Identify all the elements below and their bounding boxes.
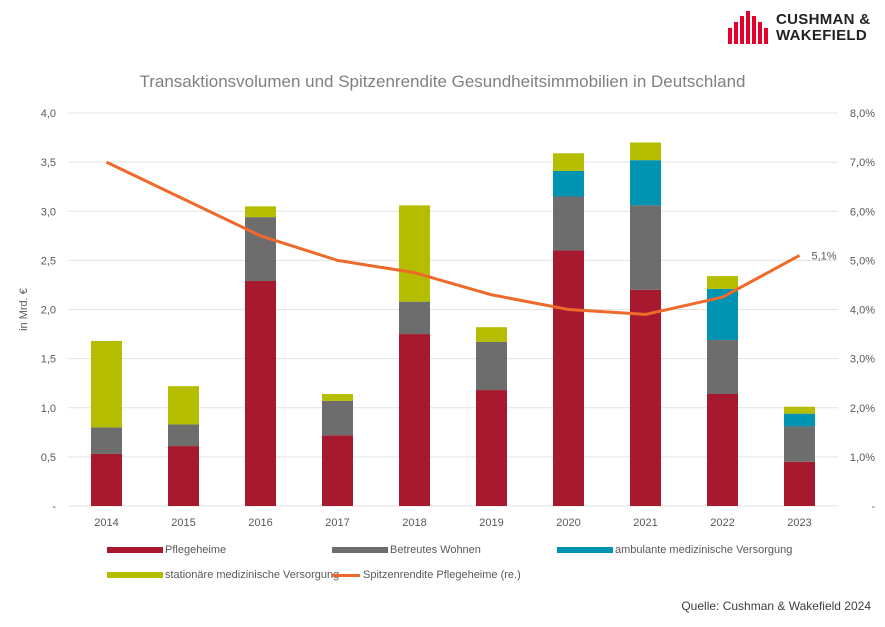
bar-segment [322, 435, 353, 506]
bar-segment [399, 205, 430, 302]
x-tick-label: 2020 [556, 517, 580, 529]
bar-segment [707, 276, 738, 289]
y-tick-label: 2,0 [41, 305, 56, 317]
bar-segment [399, 301, 430, 335]
brand-line-2: WAKEFIELD [776, 27, 868, 44]
y2-tick-label: - [871, 501, 875, 513]
source-note: Quelle: Cushman & Wakefield 2024 [681, 599, 871, 613]
bar-segment [168, 386, 199, 425]
y-tick-label: 3,0 [41, 206, 56, 218]
x-tick-label: 2016 [248, 517, 272, 529]
bar-segment [630, 142, 661, 161]
y2-tick-label: 1,0% [850, 452, 875, 464]
bar-segment [784, 413, 815, 427]
y-tick-label: 4,0 [41, 108, 56, 120]
y-tick-label: - [52, 501, 56, 513]
bar-segment [784, 406, 815, 414]
y-tick-label: 0,5 [41, 452, 56, 464]
y2-tick-label: 7,0% [850, 157, 875, 169]
y2-tick-label: 6,0% [850, 206, 875, 218]
bar-segment [322, 393, 353, 401]
x-tick-label: 2019 [479, 517, 503, 529]
bar-segment [322, 400, 353, 436]
y-tick-label: 1,0 [41, 403, 56, 415]
bar-segment [553, 250, 584, 506]
bar-segment [784, 426, 815, 462]
y2-tick-label: 8,0% [850, 108, 875, 120]
chart-title: Transaktionsvolumen und Spitzenrendite G… [139, 72, 746, 91]
bar-segment [553, 196, 584, 251]
x-tick-label: 2021 [633, 517, 657, 529]
brand-wordmark: CUSHMAN & WAKEFIELD [776, 12, 870, 44]
bar-segment [91, 427, 122, 454]
bar-segment [245, 217, 276, 282]
bar-segment [553, 170, 584, 197]
brand-logo-icon [728, 11, 768, 44]
bar-segment [707, 393, 738, 506]
y2-tick-label: 5,0% [850, 255, 875, 267]
bar-segment [168, 446, 199, 506]
bar-segment [476, 327, 507, 342]
y2-tick-label: 2,0% [850, 403, 875, 415]
y2-tick-label: 4,0% [850, 305, 875, 317]
bar-segment [399, 334, 430, 506]
y-tick-label: 2,5 [41, 255, 56, 267]
bar-segment [476, 341, 507, 391]
bar-segment [630, 205, 661, 290]
x-tick-label: 2015 [171, 517, 195, 529]
y-tick-label: 3,5 [41, 157, 56, 169]
bar-segment [630, 160, 661, 206]
bar-segment [707, 339, 738, 394]
bar-segment [91, 453, 122, 506]
bar-segment [91, 340, 122, 428]
y2-tick-label: 3,0% [850, 354, 875, 366]
bar-segment [245, 281, 276, 506]
x-tick-label: 2018 [402, 517, 426, 529]
bar-segment [553, 153, 584, 171]
bar-segment [630, 289, 661, 506]
x-tick-label: 2023 [787, 517, 811, 529]
y-tick-label: 1,5 [41, 354, 56, 366]
yield-line [105, 160, 801, 316]
bar-segment [245, 206, 276, 218]
bar-segment [784, 461, 815, 506]
x-tick-label: 2014 [94, 517, 118, 529]
data-label-2023: 5,1% [812, 250, 837, 262]
x-tick-label: 2022 [710, 517, 734, 529]
bar-segment [168, 424, 199, 447]
x-tick-label: 2017 [325, 517, 349, 529]
brand-line-1: CUSHMAN & [776, 11, 871, 28]
y-axis-label: in Mrd. € [18, 288, 30, 331]
bar-segment [476, 390, 507, 506]
